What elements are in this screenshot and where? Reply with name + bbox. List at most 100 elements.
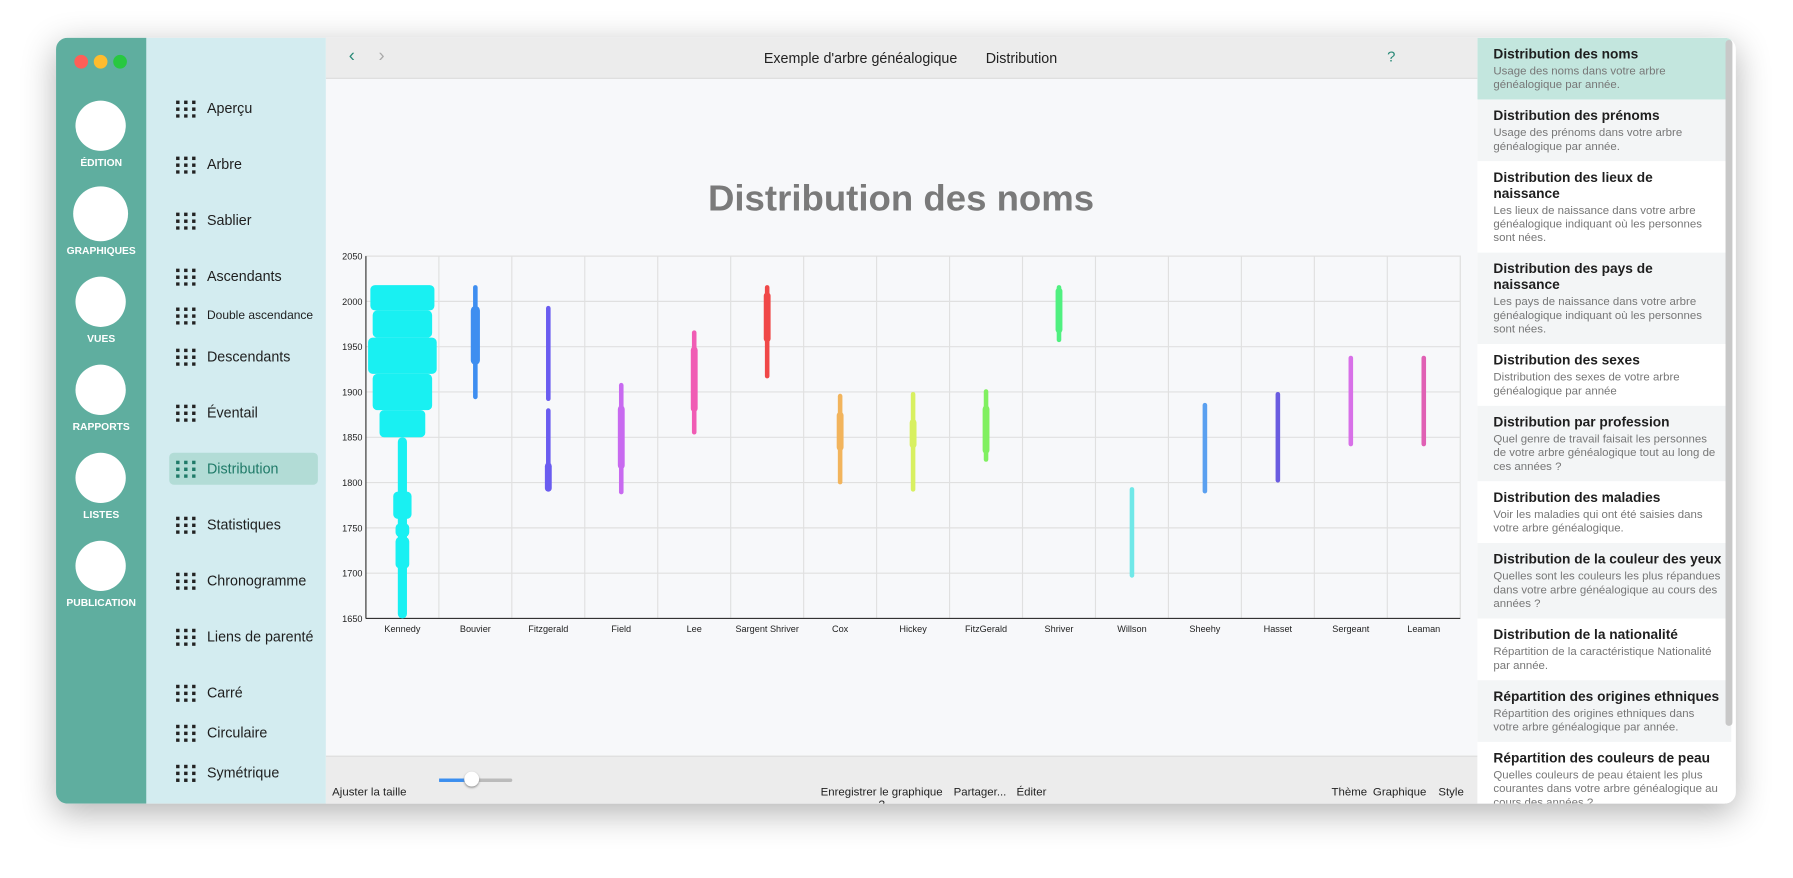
distribution-segment [393, 491, 412, 519]
rail-icon[interactable] [75, 188, 126, 239]
y-tick-label: 1700 [342, 569, 362, 579]
nav-item[interactable]: Sablier [169, 205, 318, 237]
item-description: Les lieux de naissance dans votre arbre … [1493, 204, 1702, 245]
icon-dot [176, 530, 180, 534]
chart-list-item[interactable]: Distribution des pays de naissance Les pa… [1477, 252, 1732, 345]
nav-item[interactable]: Liens de parenté [169, 621, 318, 653]
nav-item[interactable]: Aperçu [169, 93, 318, 125]
icon-dot [184, 628, 188, 633]
item-title: Distribution des maladies [1493, 489, 1661, 506]
chart-list-item[interactable]: Distribution de la couleur des yeux Quell… [1477, 543, 1732, 619]
icon-dot [192, 778, 196, 782]
icon-dot [176, 321, 180, 325]
zoom-button[interactable] [113, 54, 127, 69]
distribution-segment [379, 410, 426, 438]
icon-dot [192, 362, 196, 366]
icon-dot [192, 314, 196, 318]
icon-dot [184, 107, 188, 111]
icon-dot [176, 226, 180, 230]
chart-list-item[interactable]: Distribution des lieux de naissance Les l… [1477, 161, 1732, 253]
icon-dot [176, 642, 180, 646]
icon-dot [176, 698, 180, 702]
rail-icon[interactable] [75, 364, 126, 415]
chart-button[interactable]: Graphique [1372, 786, 1427, 800]
item-description: Quelles sont les couleurs les plus répan… [1493, 570, 1721, 611]
x-tick-label: Field [611, 624, 631, 634]
distribution-segment [395, 536, 410, 569]
y-tick-label: 1750 [342, 523, 362, 533]
item-title: Répartition des origines ethniques [1493, 688, 1720, 705]
style-button[interactable]: Style [1438, 786, 1464, 800]
chart-list-item[interactable]: Distribution de la nationalité Répartitio… [1477, 618, 1732, 681]
rail-label: RAPPORTS [72, 420, 130, 433]
distribution-segment [395, 523, 410, 537]
icon-dot [184, 321, 188, 325]
zoom-slider[interactable] [439, 771, 513, 787]
nav-item[interactable]: Arbre [169, 149, 318, 181]
forward-button[interactable]: › [378, 46, 385, 67]
chart-list-item[interactable]: Distribution des noms Usage des noms dans… [1477, 37, 1732, 100]
nav-item[interactable]: Double ascendance [169, 300, 318, 332]
save-button[interactable]: Enregistrer le graphique ? [820, 786, 943, 804]
nav-item[interactable]: Circulaire [169, 717, 318, 749]
scrollbar[interactable] [1725, 40, 1733, 726]
nav-label: Carré [206, 684, 243, 701]
nav-label: Aperçu [206, 100, 253, 117]
edit-button[interactable]: Éditer [1016, 786, 1047, 800]
breadcrumb-view[interactable]: Distribution [985, 50, 1058, 67]
nav-item[interactable]: Éventail [169, 397, 318, 429]
icon-dot [176, 212, 180, 217]
icon-dot [184, 212, 188, 217]
distribution-segment [1421, 355, 1427, 447]
breadcrumb-document[interactable]: Exemple d'arbre généalogique [763, 50, 958, 67]
chart-list-item[interactable]: Distribution par profession Quel genre de… [1477, 405, 1732, 482]
nav-item[interactable]: Statistiques [169, 509, 318, 541]
icon-dot [192, 268, 196, 273]
icon-dot [184, 467, 188, 471]
nav-label: Symétrique [206, 764, 280, 781]
icon-dot [192, 156, 196, 161]
rail-icon[interactable] [75, 452, 126, 504]
nav-item[interactable]: Carré [169, 677, 318, 709]
share-button[interactable]: Partager... [953, 786, 1007, 800]
rail-icon[interactable] [75, 540, 126, 592]
chart-list-item[interactable]: Distribution des maladies Voir les maladi… [1477, 481, 1732, 544]
nav-icon [176, 268, 196, 286]
x-tick-label: Sargent Shriver [735, 624, 798, 634]
minimize-button[interactable] [93, 54, 108, 69]
rail-icon[interactable] [75, 276, 126, 327]
icon-dot [184, 738, 188, 742]
nav-item[interactable]: Descendants [169, 341, 318, 373]
nav-icon [176, 764, 196, 782]
chart-list-item[interactable]: Distribution des prénoms Usage des prénom… [1477, 99, 1732, 162]
theme-button[interactable]: Thème [1331, 786, 1368, 800]
nav-item[interactable]: Distribution [169, 452, 318, 485]
icon-dot [176, 170, 180, 174]
chart-list-item[interactable]: Distribution des sexes Distribution des s… [1477, 344, 1732, 406]
item-description: Distribution des sexes de votre arbre gé… [1493, 371, 1680, 398]
x-tick-label: Fitzgerald [528, 624, 568, 634]
fit-button[interactable]: Ajuster la taille [332, 786, 407, 800]
icon-dot [184, 418, 188, 422]
nav-item[interactable]: Chronogramme [169, 565, 318, 597]
icon-dot [192, 275, 196, 279]
icon-dot [192, 474, 196, 478]
chart-list-item[interactable]: Répartition des couleurs de peau Quelles … [1477, 741, 1732, 804]
item-description: Usage des prénoms dans votre arbre généa… [1493, 126, 1683, 154]
close-button[interactable] [74, 54, 89, 69]
back-button[interactable]: ‹ [348, 46, 355, 67]
item-description: Répartition des origines ethniques dans … [1493, 707, 1695, 734]
rail-icon[interactable] [75, 100, 126, 151]
icon-dot [176, 771, 180, 776]
item-description: Voir les maladies qui ont été saisies da… [1493, 508, 1703, 536]
help-button[interactable]: ? [1387, 48, 1396, 66]
distribution-segment [836, 411, 844, 451]
chart-list-item[interactable]: Répartition des origines ethniques Répart… [1477, 680, 1732, 742]
icon-dot [176, 411, 180, 415]
icon-dot [184, 348, 188, 353]
x-tick-label: Cox [832, 624, 849, 634]
icon-dot [192, 764, 196, 769]
nav-item[interactable]: Symétrique [169, 757, 318, 789]
icon-dot [192, 163, 196, 167]
nav-item[interactable]: Ascendants [169, 261, 318, 293]
